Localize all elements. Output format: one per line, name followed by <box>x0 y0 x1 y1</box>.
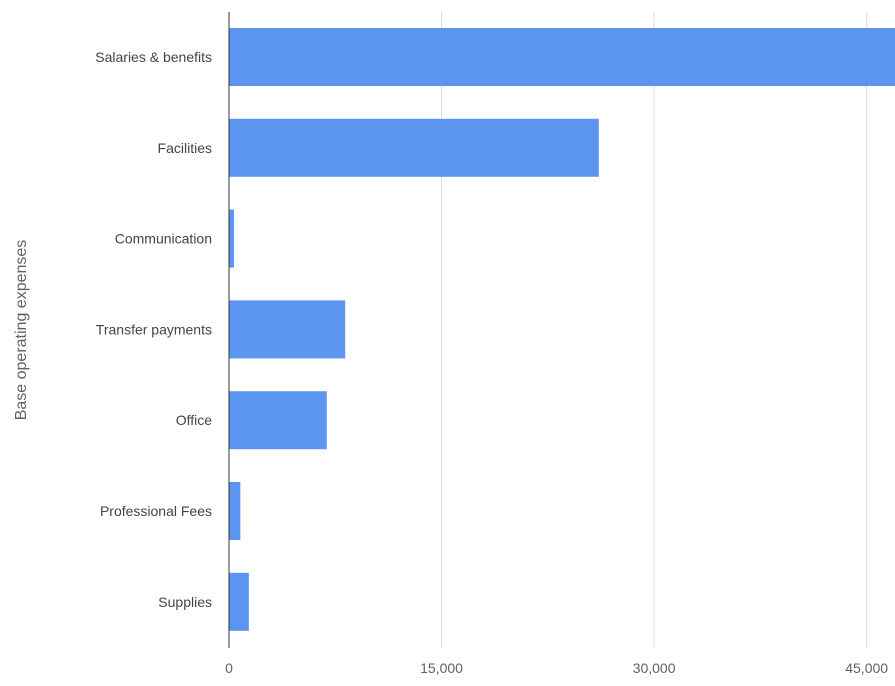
x-tick-label: 45,000 <box>845 660 888 676</box>
bar <box>229 482 241 540</box>
x-tick-label: 15,000 <box>420 660 463 676</box>
bar <box>229 300 346 359</box>
y-axis-title: Base operating expenses <box>13 240 30 421</box>
category-label: Transfer payments <box>96 321 212 337</box>
category-label: Supplies <box>158 594 212 610</box>
category-labels: Salaries & benefits Facilities Communicati… <box>95 49 212 610</box>
bar <box>229 118 599 177</box>
bar <box>229 28 895 86</box>
x-tick-label: 0 <box>225 660 233 676</box>
category-label: Communication <box>115 231 212 247</box>
bars <box>229 28 895 631</box>
x-tick-label: 30,000 <box>633 660 676 676</box>
bar <box>229 391 327 450</box>
category-label: Office <box>176 412 213 428</box>
x-tick-labels: 0 15,000 30,000 45,000 <box>225 660 888 676</box>
grid-lines <box>441 12 868 648</box>
bar <box>229 209 234 268</box>
bar <box>229 572 249 631</box>
category-label: Facilities <box>158 140 212 156</box>
category-label: Salaries & benefits <box>95 49 212 65</box>
category-label: Professional Fees <box>100 503 212 519</box>
